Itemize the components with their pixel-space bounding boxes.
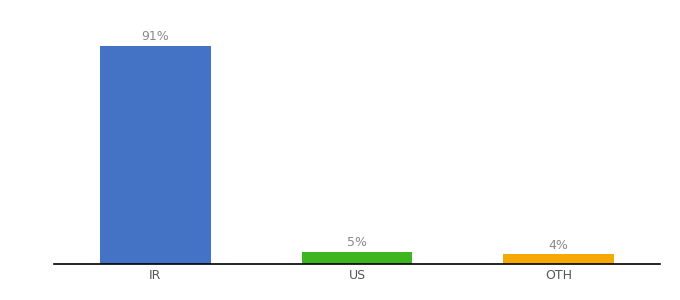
Bar (100, 46, 211, 264)
Bar (503, 254, 614, 264)
Bar (301, 252, 413, 264)
Text: 4%: 4% (549, 238, 568, 251)
Text: 5%: 5% (347, 236, 367, 249)
Text: 91%: 91% (141, 30, 169, 43)
